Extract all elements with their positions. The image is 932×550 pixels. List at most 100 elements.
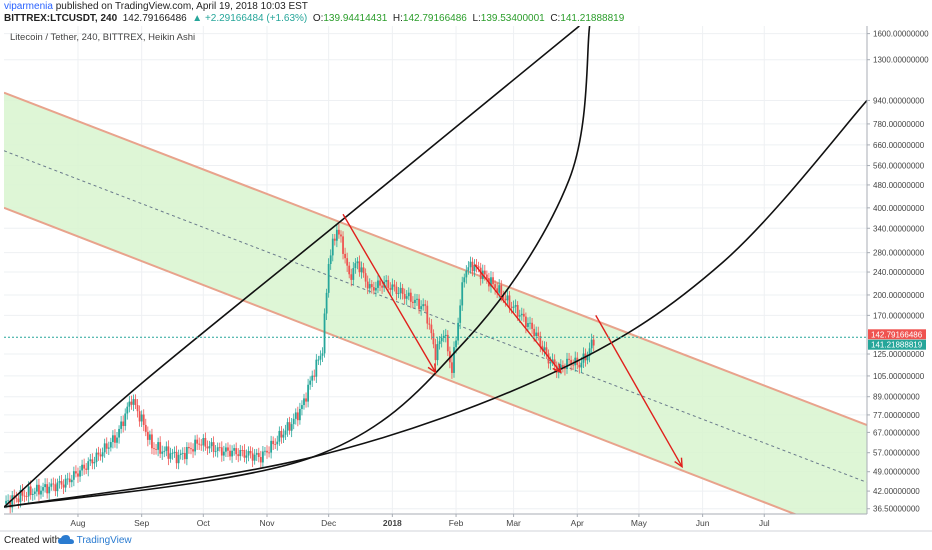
x-tick-label: Nov [259, 518, 275, 528]
candle-body [153, 448, 155, 450]
candle-body [533, 328, 536, 336]
candle-body [381, 285, 383, 288]
arrow-line-2 [473, 263, 562, 373]
candle-body [101, 452, 104, 457]
candle-body [109, 442, 112, 448]
candle-body [190, 448, 192, 450]
x-tick-label: Jun [696, 518, 710, 528]
candle-body [249, 450, 252, 454]
candle-body [64, 478, 67, 488]
candle-body [31, 493, 34, 495]
y-tick-label: 480.00000000 [873, 181, 925, 190]
candle-body [81, 464, 83, 471]
candle-body [566, 358, 568, 370]
candle-body [210, 442, 213, 447]
candle-body [434, 344, 437, 361]
candle-body [93, 462, 96, 464]
candle-body [477, 266, 480, 268]
channel-upper-line [4, 91, 867, 427]
candle-body [461, 282, 464, 306]
candle-body [15, 497, 18, 499]
last-price-label: 142.79166486 [871, 330, 923, 339]
candle-body [465, 270, 468, 278]
candle-body [159, 442, 162, 454]
candle-body [206, 446, 209, 449]
candle-body [352, 268, 355, 280]
candle-body [510, 306, 513, 308]
candle-body [185, 446, 188, 460]
candle-body [173, 451, 176, 453]
candle-body [286, 422, 289, 431]
candle-body [516, 305, 519, 317]
candle-body [467, 267, 470, 271]
close-value: 141.21888819 [560, 13, 625, 24]
candle-body [118, 428, 120, 438]
candle-body [132, 399, 135, 405]
candle-body [7, 500, 10, 502]
candle-body [183, 453, 186, 460]
tradingview-logo[interactable]: TradingView [58, 531, 132, 550]
candle-body [151, 434, 153, 449]
candle-body [171, 452, 174, 454]
candle-body [292, 418, 295, 425]
candle-body [401, 287, 404, 294]
candle-body [68, 478, 71, 483]
candle-body [46, 484, 49, 494]
candle-body [368, 284, 371, 289]
candle-body [138, 411, 141, 422]
candle-body [161, 451, 164, 454]
candle-body [227, 447, 229, 451]
candle-body [282, 434, 285, 438]
candle-body [348, 265, 351, 275]
candle-body [194, 439, 196, 452]
publish-info: viparmenia published on TradingView.com,… [4, 1, 308, 13]
candle-body [239, 450, 242, 457]
candle-body [325, 292, 328, 314]
candle-body [124, 413, 127, 427]
candle-body [33, 491, 36, 494]
candle-body [112, 435, 114, 443]
candle-body [444, 334, 447, 336]
candle-body [237, 454, 240, 457]
candle-body [146, 431, 149, 440]
y-tick-label: 1600.00000000 [873, 30, 929, 39]
candle-body [572, 364, 575, 366]
candle-body [492, 277, 494, 285]
author-link[interactable]: viparmenia [4, 1, 53, 12]
y-tick-label: 400.00000000 [873, 204, 925, 213]
candle-body [5, 500, 7, 504]
candle-body [514, 305, 517, 307]
candle-body [473, 264, 476, 272]
candle-body [280, 430, 283, 438]
candle-body [122, 421, 125, 427]
candle-body [414, 299, 416, 303]
candle-body [370, 284, 373, 288]
candle-body [255, 453, 258, 455]
curve-line-2 [4, 26, 591, 508]
candle-body [535, 332, 538, 336]
x-tick-label: Dec [321, 518, 337, 528]
candle-body [543, 347, 546, 351]
candle-body [181, 453, 184, 454]
candle-body [83, 464, 86, 469]
candle-body [578, 364, 581, 368]
candle-body [130, 401, 133, 405]
candle-body [25, 496, 28, 497]
candle-body [204, 437, 207, 447]
candle-body [309, 380, 312, 385]
candle-body [502, 295, 505, 299]
candle-body [409, 292, 412, 302]
candle-body [313, 375, 316, 377]
open-label: O: [312, 13, 324, 24]
channel-lower-line [4, 206, 798, 514]
candle-body [405, 296, 408, 299]
candle-body [494, 284, 496, 289]
candle-body [192, 449, 194, 452]
candle-body [377, 280, 379, 288]
arrow-line-1 [342, 213, 437, 373]
candle-body [471, 261, 474, 272]
y-tick-label: 340.00000000 [873, 224, 925, 233]
symbol-name: BITTREX:LTCUSDT, 240 [4, 13, 118, 24]
symbol-info: BITTREX:LTCUSDT, 240 142.79166486 ▲ +2.2… [4, 13, 624, 25]
